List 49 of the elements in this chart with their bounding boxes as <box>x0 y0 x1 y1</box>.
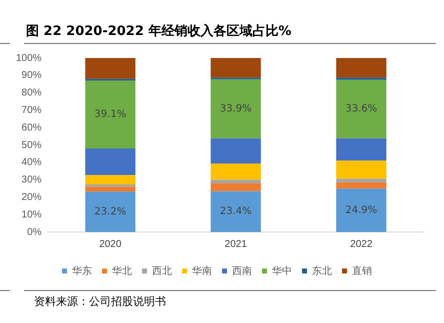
bar <box>85 80 136 148</box>
legend-label: 华南 <box>192 264 212 277</box>
y-tick-label: 10% <box>22 209 42 220</box>
y-tick-label: 80% <box>22 88 42 99</box>
data-label: 33.9% <box>220 103 252 114</box>
data-label: 23.2% <box>94 206 126 218</box>
bar <box>85 175 136 184</box>
bar <box>210 183 261 192</box>
text: 资料来源：公司招股说明书 <box>34 294 166 309</box>
bar <box>210 79 261 138</box>
bar <box>210 163 261 180</box>
x-tick-label: 2021 <box>224 238 248 250</box>
bar <box>85 192 136 232</box>
y-tick-label: 20% <box>22 192 42 203</box>
y-tick-label: 40% <box>22 157 42 168</box>
y-tick-label: 60% <box>22 122 42 134</box>
bar <box>85 186 136 192</box>
legend-label: 华中 <box>272 264 292 277</box>
chart-title: 图 22 2020-2022 年经销收入各区域占比% <box>26 22 292 40</box>
data-label: 33.6% <box>345 104 378 115</box>
bar <box>336 138 386 161</box>
x-tick-label: 2020 <box>99 238 122 250</box>
legend-label: 华东 <box>72 264 92 277</box>
y-tick-label: 70% <box>22 104 42 116</box>
data-label: 39.1% <box>94 109 126 120</box>
legend-label: 西南 <box>232 264 252 277</box>
bar <box>210 191 261 232</box>
bar <box>336 182 386 189</box>
bar <box>336 80 386 138</box>
data-label: 24.9% <box>345 204 378 216</box>
y-tick-label: 50% <box>22 140 42 151</box>
legend-label: 西北 <box>152 264 172 277</box>
legend-label: 东北 <box>312 264 332 277</box>
y-tick-label: 30% <box>22 174 42 186</box>
bar <box>85 58 136 79</box>
bar <box>336 188 386 232</box>
bar <box>336 160 386 179</box>
y-tick-label: 0% <box>27 226 42 238</box>
x-tick-label: 2022 <box>350 238 373 250</box>
legend-label: 华北 <box>112 264 132 277</box>
y-tick-label: 90% <box>22 70 42 82</box>
y-tick-label: 100% <box>16 52 42 64</box>
bar <box>85 148 136 176</box>
bar <box>210 58 261 78</box>
legend-label: 直销 <box>352 264 372 277</box>
data-label: 23.4% <box>220 206 252 218</box>
bar <box>210 180 261 184</box>
bar <box>336 58 386 78</box>
bar <box>210 138 261 164</box>
